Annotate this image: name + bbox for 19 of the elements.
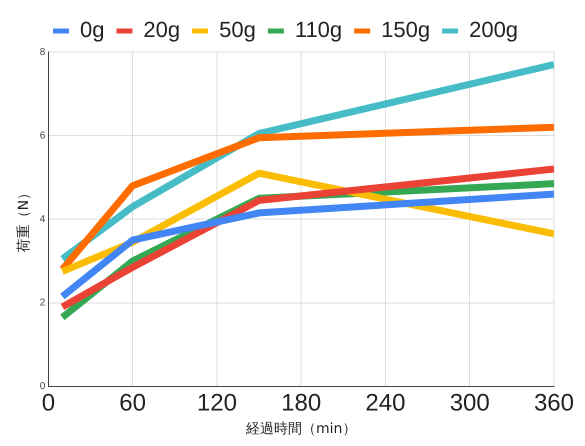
x-tick-label: 300 <box>450 389 490 416</box>
y-tick-label: 2 <box>40 298 46 309</box>
x-axis-title: 経過時間（min） <box>244 421 356 438</box>
legend-label: 0g <box>80 17 104 42</box>
y-tick-label: 0 <box>40 381 46 392</box>
x-tick-label: 240 <box>365 389 406 416</box>
legend-label: 50g <box>219 17 256 42</box>
x-tick-label: 120 <box>196 389 237 416</box>
legend-label: 20g <box>143 17 180 42</box>
x-tick-label: 180 <box>281 389 322 416</box>
x-tick-label: 60 <box>119 389 146 416</box>
legend-label: 150g <box>381 17 430 42</box>
legend-label: 110g <box>294 17 342 42</box>
legend-label: 200g <box>469 17 518 42</box>
x-tick-label: 360 <box>534 389 574 416</box>
y-axis-title: 荷重（N） <box>16 186 32 252</box>
y-tick-label: 6 <box>40 130 46 142</box>
y-tick-label: 4 <box>40 214 46 225</box>
y-tick-label: 8 <box>40 46 46 58</box>
